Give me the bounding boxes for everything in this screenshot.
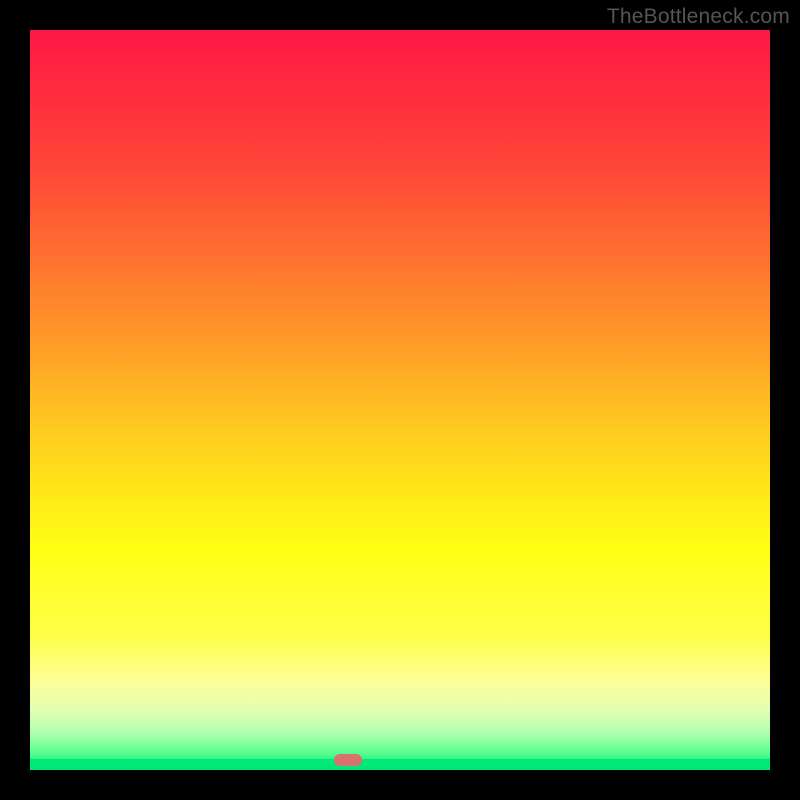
bottleneck-curve bbox=[30, 30, 770, 770]
curve-right-branch bbox=[359, 189, 770, 759]
optimum-marker bbox=[334, 754, 362, 766]
plot-area bbox=[30, 30, 770, 770]
watermark-text: TheBottleneck.com bbox=[607, 5, 790, 29]
curve-left-branch bbox=[56, 30, 337, 759]
